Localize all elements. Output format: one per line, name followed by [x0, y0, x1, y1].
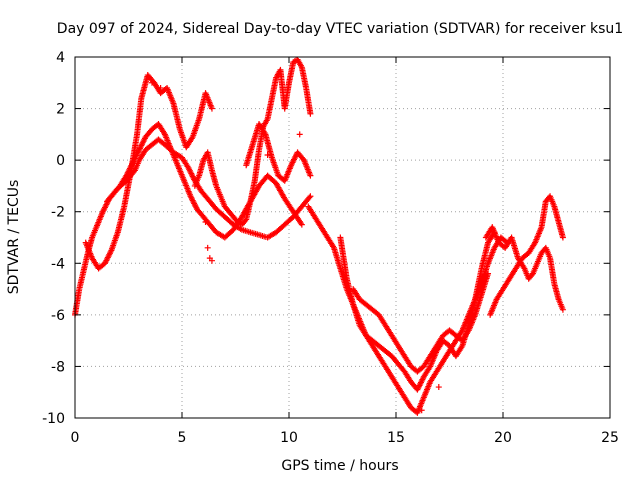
series-satellite-track-J: [487, 193, 566, 318]
tick-labels: 0 5 10 15 20 25 -10 -8 -6 -4 -2 0 2 4: [42, 50, 619, 446]
series-satellite-track-H: [350, 270, 492, 375]
y-tick-label: 4: [56, 50, 65, 66]
series-outliers: [149, 79, 442, 414]
y-axis-label: SDTVAR / TECUs: [6, 180, 22, 295]
data-point: [559, 234, 566, 241]
series-satellite-track-E: [243, 121, 314, 184]
data-point: [298, 221, 305, 228]
y-tick-label: 0: [56, 153, 65, 169]
x-axis-label: GPS time / hours: [281, 458, 398, 474]
x-tick-label: 25: [601, 430, 619, 446]
chart-title: Day 097 of 2024, Sidereal Day-to-day VTE…: [57, 21, 623, 37]
plot-frame: [74, 56, 611, 419]
series-satellite-track-D: [191, 56, 314, 228]
data-point: [157, 84, 164, 91]
data-point: [559, 306, 566, 313]
x-tick-label: 5: [178, 430, 187, 446]
data-point: [306, 194, 313, 201]
y-tick-label: -4: [51, 256, 65, 272]
x-tick-label: 15: [387, 430, 405, 446]
data-point: [208, 257, 215, 264]
data-point: [435, 384, 442, 391]
series-satellite-track-I: [482, 224, 566, 313]
data-point: [307, 193, 314, 200]
x-tick-label: 10: [280, 430, 298, 446]
x-tick-label: 0: [71, 430, 80, 446]
data-point: [208, 105, 215, 112]
data-point: [202, 219, 209, 226]
data-point: [418, 407, 425, 414]
data-point: [264, 151, 271, 158]
y-tick-label: 2: [56, 102, 65, 118]
data-point: [149, 79, 156, 86]
data-point: [204, 244, 211, 251]
data-point: [296, 131, 303, 138]
data-point: [528, 271, 535, 278]
y-tick-label: -6: [51, 308, 65, 324]
axis-ticks: [74, 56, 611, 419]
data-point: [307, 110, 314, 117]
data-points: [72, 56, 566, 416]
y-tick-label: -8: [51, 359, 65, 375]
data-point: [307, 172, 314, 179]
y-tick-label: -2: [51, 205, 65, 221]
x-tick-label: 20: [494, 430, 512, 446]
y-tick-label: -10: [42, 411, 65, 427]
series-satellite-track-B: [82, 72, 215, 272]
data-point: [485, 270, 492, 277]
series-satellite-track-G: [337, 229, 498, 393]
